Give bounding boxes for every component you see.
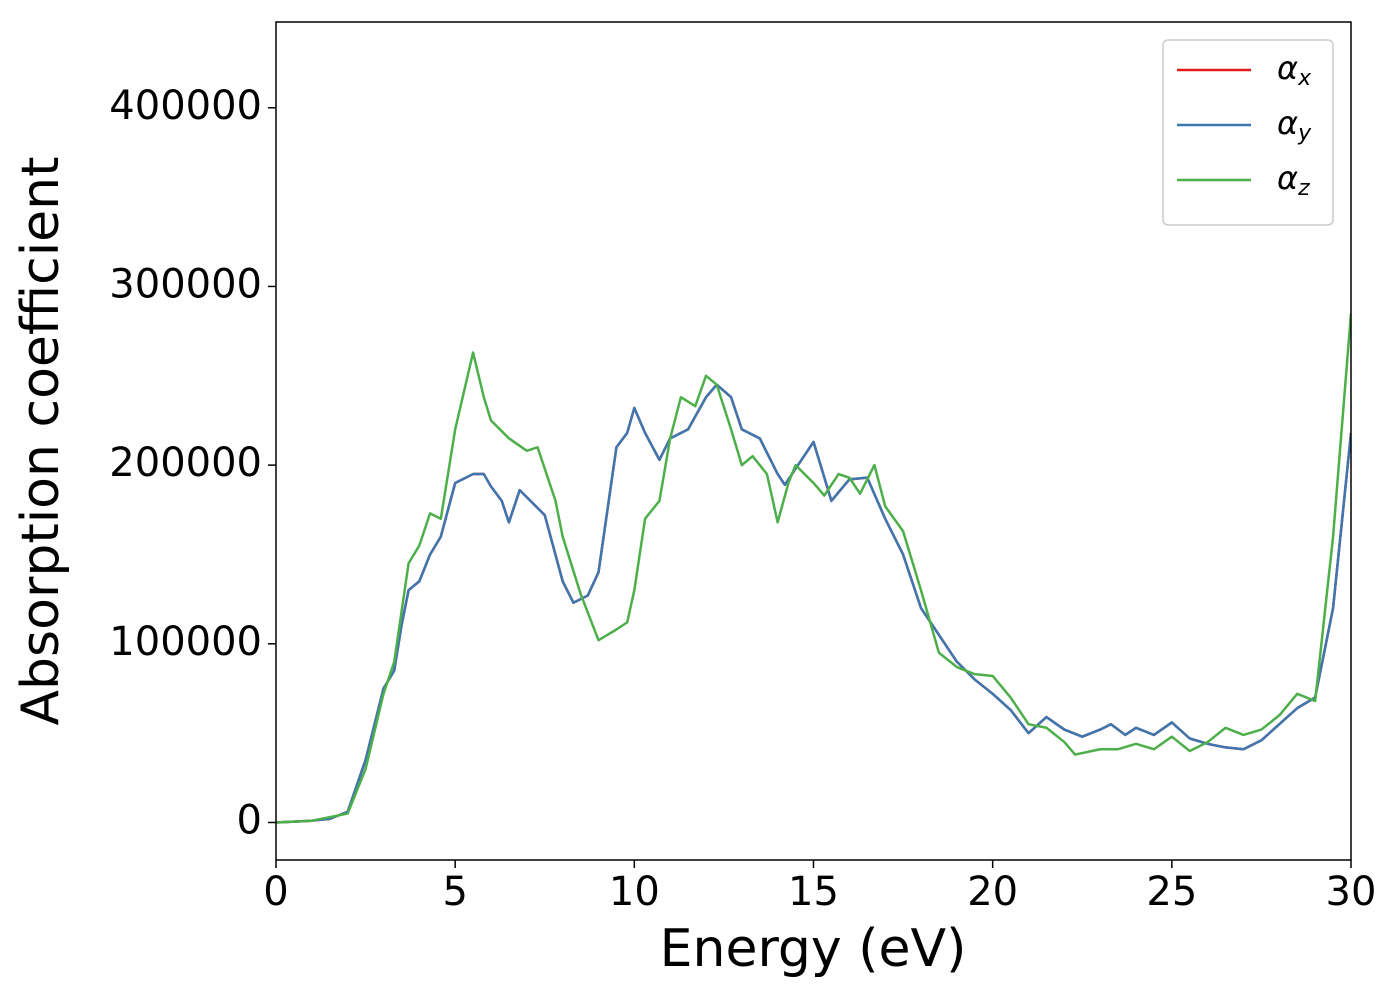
plot-frame (275, 21, 1352, 861)
legend-label: αz (1277, 159, 1310, 201)
x-tick-label: 0 (263, 869, 288, 915)
x-tick-label: 10 (609, 869, 660, 915)
x-tick-label: 30 (1326, 869, 1377, 915)
y-tick-label: 0 (237, 797, 262, 843)
legend-label: αx (1277, 49, 1312, 91)
data-line (276, 313, 1351, 824)
y-tick-label: 200000 (109, 440, 262, 486)
y-tick-label: 100000 (109, 619, 262, 665)
x-tick-label: 5 (442, 869, 467, 915)
x-axis-label: Energy (eV) (660, 919, 967, 979)
x-tick-label: 25 (1146, 869, 1197, 915)
y-axis-label: Absorption coefficient (11, 156, 71, 725)
y-tick-label: 300000 (109, 261, 262, 307)
data-line (276, 383, 1351, 824)
legend-label: αy (1277, 104, 1312, 146)
x-tick-label: 15 (788, 869, 839, 915)
y-tick-label: 400000 (109, 83, 262, 129)
x-tick-label: 20 (967, 869, 1018, 915)
